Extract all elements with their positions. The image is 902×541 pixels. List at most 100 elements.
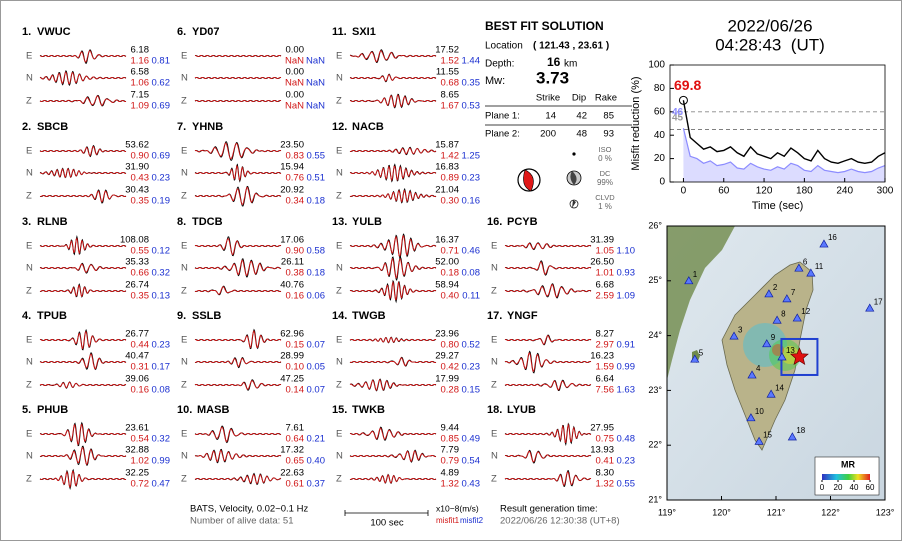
station-panel: 10. MASB E 7.610.64 0.21 N 17.320.65 0.40 Z 22.63… (177, 404, 325, 490)
time-scale: 100 sec (370, 518, 404, 529)
annotation: 69.8 (674, 77, 701, 93)
misfit1: NaN (285, 101, 304, 112)
station-name: SXI1 (352, 26, 376, 38)
misfit1: 0.35 (131, 291, 150, 302)
station-label: 16 (828, 233, 837, 242)
synthetic-waveform (194, 449, 282, 463)
synthetic-waveform (39, 470, 127, 488)
component-label: E (181, 335, 187, 346)
legend-misfit1: misfit1 (436, 516, 460, 525)
amplitude: 27.95 (590, 423, 614, 434)
misfit2: 0.21 (307, 434, 326, 445)
station-label: 5 (699, 348, 704, 357)
plane-label: Plane 1: (485, 111, 520, 122)
amplitude: 7.79 (441, 445, 460, 456)
misfit2: 0.49 (462, 434, 481, 445)
misfit1: 1.67 (441, 101, 460, 112)
misfit1: 0.43 (131, 173, 150, 184)
component-label: Z (491, 286, 497, 297)
misfit2: 0.15 (462, 385, 481, 396)
y-tick-label: 100 (648, 60, 665, 71)
colorbar-tick-label: 0 (820, 483, 825, 492)
station-label: 17 (874, 297, 883, 306)
synthetic-waveform (194, 330, 282, 349)
amplitude: 9.44 (441, 423, 460, 434)
misfit1: 0.68 (441, 78, 460, 89)
misfit1: 0.71 (441, 246, 460, 257)
misfit1: 1.59 (596, 362, 615, 373)
misfit1: 1.42 (441, 151, 460, 162)
x-tick-label: 121° (767, 507, 786, 517)
station-label: 8 (781, 309, 786, 318)
component-label: E (26, 146, 32, 157)
component-label: E (336, 241, 342, 252)
amplitude: 26.50 (590, 257, 614, 268)
synthetic-waveform (39, 237, 127, 255)
component-label: E (181, 429, 187, 440)
station-marker (819, 239, 829, 248)
amplitude: 23.61 (125, 423, 149, 434)
misfit-line (682, 128, 886, 174)
x-tick-label: 122° (821, 507, 840, 517)
station-label: 1 (693, 270, 698, 279)
x-tick-label: 240 (836, 186, 853, 197)
synthetic-waveform (194, 54, 282, 58)
misfit2: 1.10 (617, 246, 636, 257)
x-tick-label: 120° (712, 507, 731, 517)
colorbar-title: MR (841, 459, 855, 469)
station-marker (690, 354, 700, 363)
synthetic-waveform (349, 450, 437, 462)
misfit2: 0.48 (617, 434, 636, 445)
synthetic-waveform (349, 337, 437, 343)
x-axis-label: Time (sec) (752, 200, 804, 212)
amplitude: 15.94 (280, 162, 304, 173)
station-marker (772, 315, 782, 324)
misfit2: 0.81 (152, 56, 171, 67)
synthetic-waveform (350, 280, 437, 301)
annotation: 45 (672, 112, 684, 123)
amplitude: 108.08 (120, 235, 149, 246)
station-label: 7 (791, 288, 796, 297)
amplitude: 39.06 (125, 374, 149, 385)
misfit2: 0.93 (617, 268, 636, 279)
amplitude: 20.92 (280, 185, 304, 196)
synthetic-waveform (504, 243, 592, 250)
station-number: 2. (22, 121, 31, 133)
synthetic-waveform (349, 165, 437, 182)
misfit2: NaN (306, 101, 325, 112)
station-marker (754, 436, 764, 445)
station-label: 3 (738, 325, 743, 334)
misfit2: 0.54 (462, 456, 481, 467)
misfit1: 0.79 (441, 456, 460, 467)
y-tick-label: 21° (648, 494, 662, 504)
station-number: 8. (177, 216, 186, 228)
misfit2: NaN (306, 78, 325, 89)
misfit2-area (683, 128, 885, 182)
misfit1: 0.90 (286, 246, 305, 257)
station-number: 9. (177, 310, 186, 322)
station-marker (729, 331, 739, 340)
misfit1: 0.64 (286, 434, 305, 445)
component-label: Z (336, 96, 342, 107)
y-tick-label: 20 (654, 153, 666, 164)
amplitude: 40.47 (125, 351, 149, 362)
station-name: YNGF (507, 310, 538, 322)
misfit2: 0.62 (152, 78, 171, 89)
beachball-lobe (523, 169, 534, 192)
station-marker (684, 276, 694, 285)
amplitude: 47.25 (280, 374, 304, 385)
plane-value: 85 (603, 111, 614, 122)
plane-value: 48 (576, 129, 587, 140)
component-label: E (181, 241, 187, 252)
station-name: NACB (352, 121, 384, 133)
beachball (517, 168, 541, 192)
generated-label: Result generation time: (500, 504, 598, 515)
station-label: 10 (755, 407, 764, 416)
misfit2: 0.23 (152, 173, 171, 184)
misfit1: 0.90 (131, 151, 150, 162)
station-number: 4. (22, 310, 31, 322)
misfit1: 0.34 (286, 196, 305, 207)
